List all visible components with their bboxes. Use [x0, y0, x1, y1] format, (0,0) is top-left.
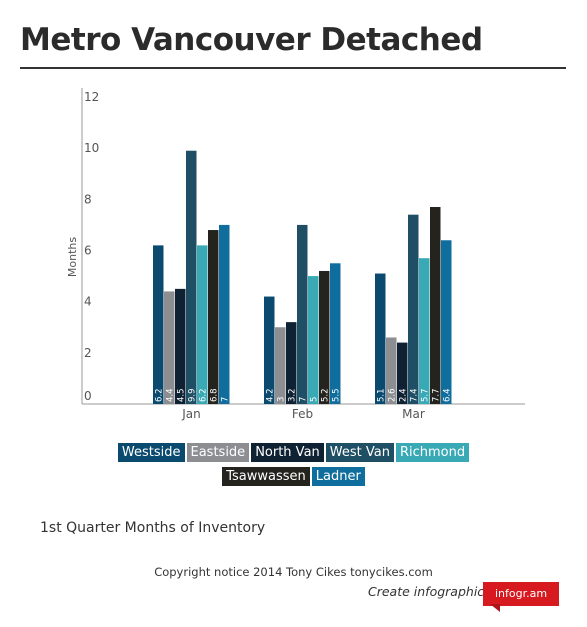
y-tick-label: 4	[84, 295, 92, 309]
legend-item[interactable]: North Van	[251, 443, 324, 462]
bar-north-van	[286, 322, 297, 404]
y-tick-label: 0	[84, 389, 92, 403]
legend-item[interactable]: Westside	[117, 443, 185, 462]
bar-value-label: 7.4	[410, 388, 420, 402]
bar-value-label: 7	[299, 397, 309, 402]
y-tick-label: 10	[84, 141, 99, 155]
bar-north-van	[397, 342, 408, 404]
bar-eastside	[164, 291, 175, 404]
chart-legend: Westside Eastside North Van West Van Richmon…	[0, 443, 587, 491]
bar-value-label: 6.2	[155, 388, 165, 402]
bar-tsawwassen	[208, 230, 219, 404]
y-axis-label: Months	[66, 237, 79, 277]
legend-item[interactable]: Eastside	[186, 443, 250, 462]
bar-westside	[264, 296, 275, 404]
bar-value-label: 5	[310, 397, 320, 402]
bar-value-label: 2.4	[399, 388, 409, 402]
x-tick-label: Mar	[402, 407, 425, 421]
bar-value-label: 3	[277, 397, 287, 402]
bar-north-van	[175, 288, 186, 404]
badge-tail-shape	[490, 604, 500, 612]
bar-eastside	[275, 327, 286, 404]
bar-ladner	[441, 240, 452, 404]
x-tick-label: Feb	[292, 407, 313, 421]
bar-value-label: 5.2	[321, 388, 331, 402]
create-infographics-link[interactable]: Create infographics	[368, 584, 491, 599]
legend-item[interactable]: Ladner	[311, 467, 365, 486]
bar-richmond	[419, 258, 430, 404]
bar-value-label: 6.4	[443, 388, 453, 402]
bar-value-label: 3.2	[288, 388, 298, 402]
bar-value-label: 6.8	[210, 388, 220, 402]
legend-item[interactable]: West Van	[325, 443, 394, 462]
page-title: Metro Vancouver Detached	[20, 22, 483, 58]
bar-richmond	[308, 276, 319, 404]
bar-value-label: 5.1	[377, 388, 387, 402]
bar-richmond	[197, 245, 208, 404]
copyright-notice: Copyright notice 2014 Tony Cikes tonycik…	[154, 565, 433, 579]
bar-westside	[375, 273, 386, 404]
bar-tsawwassen	[430, 207, 441, 404]
x-tick-label: Jan	[181, 407, 201, 421]
legend-row: Westside Eastside North Van West Van Richmon…	[0, 443, 587, 462]
legend-item[interactable]: Richmond	[395, 443, 470, 462]
bar-west-van	[297, 224, 308, 404]
bar-eastside	[386, 337, 397, 404]
chart-subtitle: 1st Quarter Months of Inventory	[40, 520, 266, 536]
bar-west-van	[408, 214, 419, 404]
bar-tsawwassen	[319, 270, 330, 404]
bar-value-label: 4.4	[166, 388, 176, 402]
bar-value-label: 5.7	[421, 388, 431, 402]
bar-value-label: 2.6	[388, 388, 398, 402]
title-divider	[20, 67, 566, 69]
bar-value-label: 9.9	[188, 388, 198, 402]
bar-value-label: 6.2	[199, 388, 209, 402]
bar-value-label: 4.5	[177, 388, 187, 402]
y-tick-label: 6	[84, 244, 92, 258]
y-tick-label: 12	[84, 90, 99, 104]
bar-value-label: 7.7	[432, 388, 442, 402]
bar-value-label: 5.5	[332, 388, 342, 402]
legend-item[interactable]: Tsawwassen	[222, 467, 310, 486]
bar-westside	[153, 245, 164, 404]
y-tick-label: 2	[84, 346, 92, 360]
bar-west-van	[186, 150, 197, 404]
infogram-badge[interactable]: infogr.am	[483, 582, 559, 606]
y-tick-label: 8	[84, 192, 92, 206]
legend-row: Tsawwassen Ladner	[0, 467, 587, 486]
bar-value-label: 4.2	[266, 388, 276, 402]
bar-value-label: 7	[221, 397, 231, 402]
bar-ladner	[330, 263, 341, 404]
bar-ladner	[219, 224, 230, 404]
